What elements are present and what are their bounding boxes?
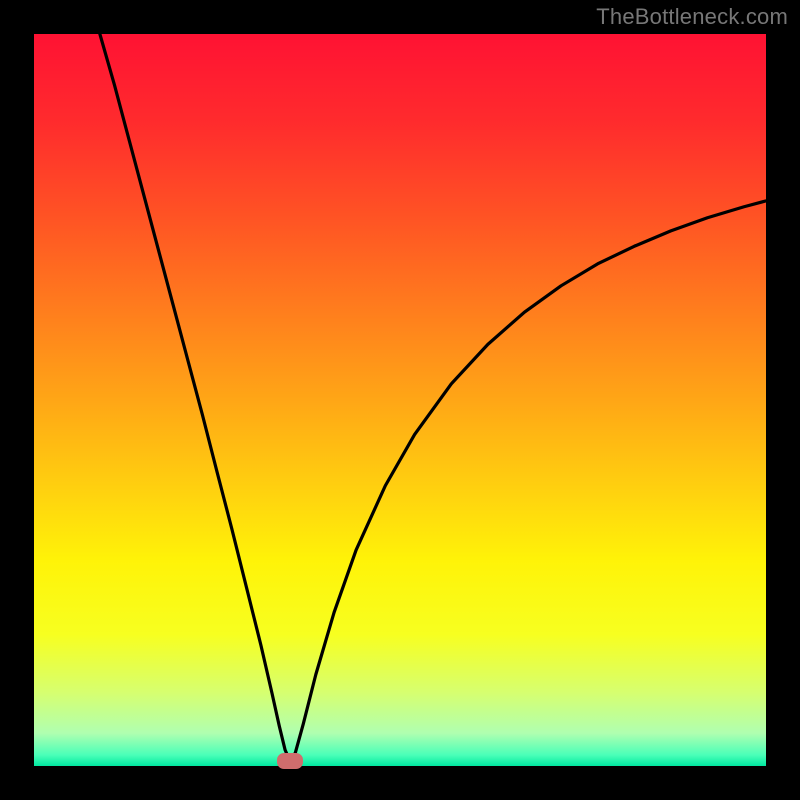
optimal-point-marker [277, 753, 303, 769]
bottleneck-curve [34, 34, 766, 766]
plot-area [34, 34, 766, 766]
watermark-label: TheBottleneck.com [596, 4, 788, 30]
chart-frame: TheBottleneck.com [0, 0, 800, 800]
